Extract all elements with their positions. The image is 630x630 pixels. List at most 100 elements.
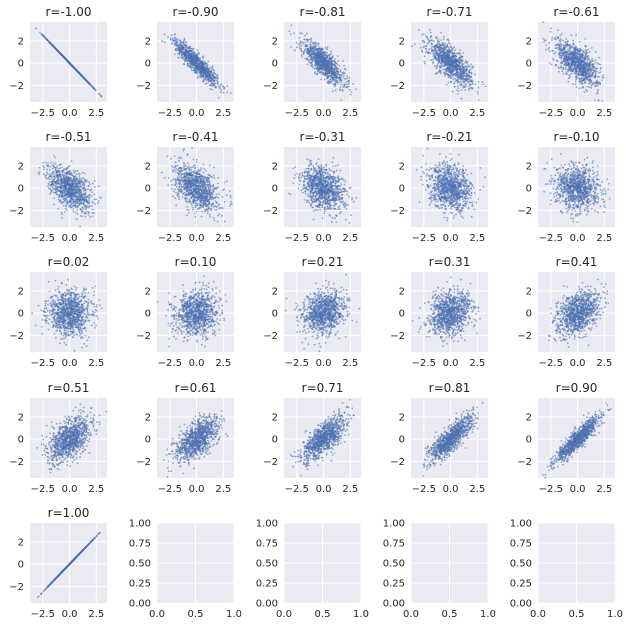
data-point — [341, 72, 343, 74]
data-point — [324, 79, 326, 81]
data-point — [342, 60, 344, 62]
data-point — [589, 86, 591, 88]
data-point — [448, 55, 450, 57]
data-point — [100, 95, 102, 97]
data-point — [569, 76, 571, 78]
data-point — [198, 52, 200, 54]
data-point — [444, 57, 446, 59]
data-point — [174, 53, 176, 55]
data-point — [436, 65, 438, 67]
data-point — [294, 49, 296, 51]
data-point — [555, 36, 557, 38]
data-point — [331, 77, 333, 79]
data-point — [445, 60, 447, 62]
data-point — [329, 79, 331, 81]
data-point — [41, 33, 43, 35]
data-point — [471, 68, 473, 70]
data-point — [337, 55, 339, 57]
data-point — [453, 63, 455, 65]
data-point — [179, 57, 181, 59]
data-point — [457, 76, 459, 78]
data-point — [423, 46, 425, 48]
data-point — [456, 89, 458, 91]
x-tick-label: 0.0 — [189, 108, 205, 119]
data-point — [585, 50, 587, 52]
data-point — [200, 70, 202, 72]
data-point — [466, 67, 468, 69]
data-point — [589, 76, 591, 78]
data-point — [332, 63, 334, 65]
data-point — [215, 76, 217, 78]
y-tick-label: 2 — [399, 36, 405, 47]
data-point — [330, 75, 332, 77]
data-point — [456, 53, 458, 55]
data-point — [590, 87, 592, 89]
data-point — [464, 72, 466, 74]
data-point — [446, 44, 448, 46]
data-point — [205, 79, 207, 81]
data-point — [562, 68, 564, 70]
data-point — [452, 91, 454, 93]
data-point — [597, 92, 599, 94]
data-point — [572, 60, 574, 62]
data-point — [351, 91, 353, 93]
data-point — [565, 67, 567, 69]
data-point — [431, 48, 433, 50]
data-point — [332, 76, 334, 78]
data-point — [589, 51, 591, 53]
data-point — [456, 60, 458, 62]
data-point — [567, 62, 569, 64]
data-point — [474, 74, 476, 76]
data-point — [591, 58, 593, 60]
x-tick-label: 2.5 — [215, 108, 231, 119]
data-point — [447, 53, 449, 55]
data-point — [600, 68, 602, 70]
data-point — [206, 65, 208, 67]
data-point — [457, 78, 459, 80]
data-point — [79, 73, 81, 75]
y-tick-label: −2 — [263, 81, 278, 92]
data-point — [190, 59, 192, 61]
data-point — [583, 74, 585, 76]
data-point — [430, 32, 432, 34]
data-point — [189, 66, 191, 68]
data-point — [203, 71, 205, 73]
data-point — [340, 79, 342, 81]
data-point — [321, 61, 323, 63]
data-point — [575, 83, 577, 85]
x-tick-label: 2.5 — [596, 108, 612, 119]
data-point — [586, 60, 588, 62]
data-point — [192, 50, 194, 52]
y-tick-label: 2 — [272, 36, 278, 47]
data-point — [453, 74, 455, 76]
data-point — [330, 50, 332, 52]
data-point — [597, 63, 599, 65]
y-tick-label: 0 — [399, 59, 405, 70]
data-point — [332, 78, 334, 80]
data-point — [316, 63, 318, 65]
data-point — [459, 68, 461, 70]
data-point — [590, 71, 592, 73]
data-point — [306, 33, 308, 35]
data-point — [182, 53, 184, 55]
data-point — [176, 38, 178, 40]
data-point — [334, 58, 336, 60]
data-point — [450, 81, 452, 83]
data-point — [573, 51, 575, 53]
data-point — [587, 49, 589, 51]
data-point — [449, 75, 451, 77]
x-tick-label: 2.5 — [469, 108, 485, 119]
data-point — [549, 62, 551, 64]
data-point — [343, 83, 345, 85]
data-point — [186, 55, 188, 57]
data-point — [334, 60, 336, 62]
data-point — [338, 65, 340, 67]
data-point — [199, 65, 201, 67]
data-point — [167, 36, 169, 38]
data-point — [312, 66, 314, 68]
data-point — [183, 63, 185, 65]
data-point — [188, 46, 190, 48]
data-point — [424, 56, 426, 58]
data-point — [184, 49, 186, 51]
